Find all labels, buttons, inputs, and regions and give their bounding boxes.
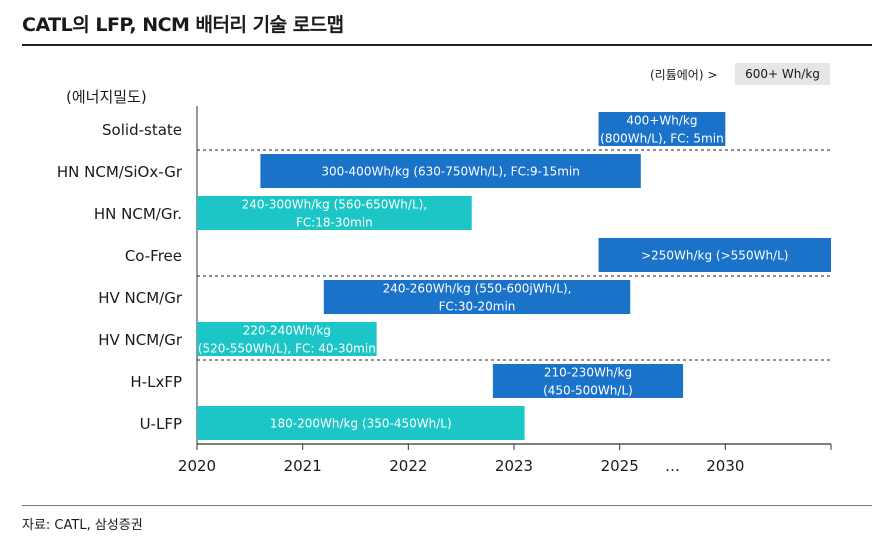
bar-label: FC:18-30min (296, 216, 373, 230)
bar-label: 400+Wh/kg (626, 114, 697, 128)
bar-label: FC:30-20min (439, 300, 516, 314)
bar-label: (520-550Wh/L), FC: 40-30min (198, 342, 376, 356)
x-tick-label: 2025 (601, 457, 639, 475)
category-label: HN NCM/Gr. (94, 205, 182, 223)
category-label: HV NCM/Gr (98, 331, 183, 349)
bar-label: 220-240Wh/kg (243, 324, 331, 338)
roadmap-bar (197, 196, 472, 230)
category-label: H-LxFP (130, 373, 182, 391)
y-axis-label: (에너지밀도) (66, 88, 147, 106)
x-tick-label: 2020 (178, 457, 216, 475)
category-label: HN NCM/SiOx-Gr (57, 163, 183, 181)
roadmap-bar (197, 322, 377, 356)
category-label: HV NCM/Gr (98, 289, 183, 307)
roadmap-bar (323, 280, 631, 314)
unit-label: (리튬에어) > (650, 68, 718, 82)
category-label: Co-Free (125, 247, 182, 265)
source-divider (22, 505, 872, 506)
page-title: CATL의 LFP, NCM 배터리 기술 로드맵 (22, 14, 344, 36)
bar-label: 240-300Wh/kg (560-650Wh/L), (242, 198, 428, 212)
roadmap-bar (260, 154, 641, 188)
bar-label: 180-200Wh/kg (350-450Wh/L) (270, 417, 452, 431)
x-tick-label: 2030 (706, 457, 744, 475)
roadmap-bar (492, 364, 684, 398)
x-tick-label: 2022 (389, 457, 427, 475)
bar-label: (450-500Wh/L) (543, 384, 633, 398)
title-divider (22, 44, 872, 46)
bar-label: 210-230Wh/kg (544, 366, 632, 380)
roadmap-bar (598, 238, 831, 272)
roadmap-bar (598, 112, 726, 146)
category-label: Solid-state (102, 121, 182, 139)
x-tick-label: 2023 (495, 457, 533, 475)
x-tick-label: … (665, 457, 680, 475)
bar-label: >250Wh/kg (>550Wh/L) (641, 249, 788, 263)
source-note: 자료: CATL, 삼성증권 (22, 518, 143, 533)
x-tick-label: 2021 (284, 457, 322, 475)
bar-label: 240-260Wh/kg (550-600jWh/L), (383, 282, 572, 296)
unit-value-badge: 600+ Wh/kg (735, 63, 830, 85)
category-label: U-LFP (140, 415, 182, 433)
roadmap-bar (197, 406, 525, 440)
bar-label: (800Wh/L), FC: 5min (600, 132, 724, 146)
bar-label: 300-400Wh/kg (630-750Wh/L), FC:9-15min (321, 165, 580, 179)
